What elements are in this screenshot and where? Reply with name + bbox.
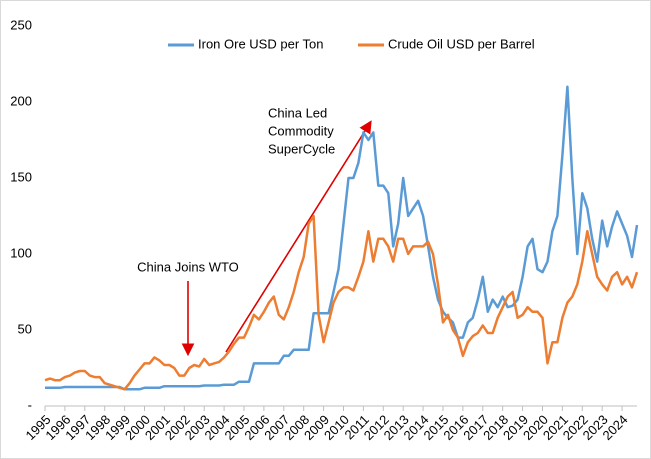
series-line <box>44 214 639 391</box>
annotation: China Led <box>268 105 327 120</box>
series-line <box>45 85 639 391</box>
supercycle-arrow <box>225 120 372 353</box>
y-tick-label: 150 <box>10 169 32 184</box>
legend-label: Crude Oil USD per Barrel <box>388 36 535 51</box>
y-tick-label: 250 <box>10 17 32 32</box>
y-tick-label: 50 <box>18 321 32 336</box>
annotation: SuperCycle <box>268 141 335 156</box>
annotation: Commodity <box>268 123 334 138</box>
annotation: China Joins WTO <box>137 259 239 274</box>
legend-label: Iron Ore USD per Ton <box>198 36 323 51</box>
y-tick-label: 200 <box>10 93 32 108</box>
y-tick-label: - <box>28 397 32 412</box>
y-tick-label: 100 <box>10 245 32 260</box>
